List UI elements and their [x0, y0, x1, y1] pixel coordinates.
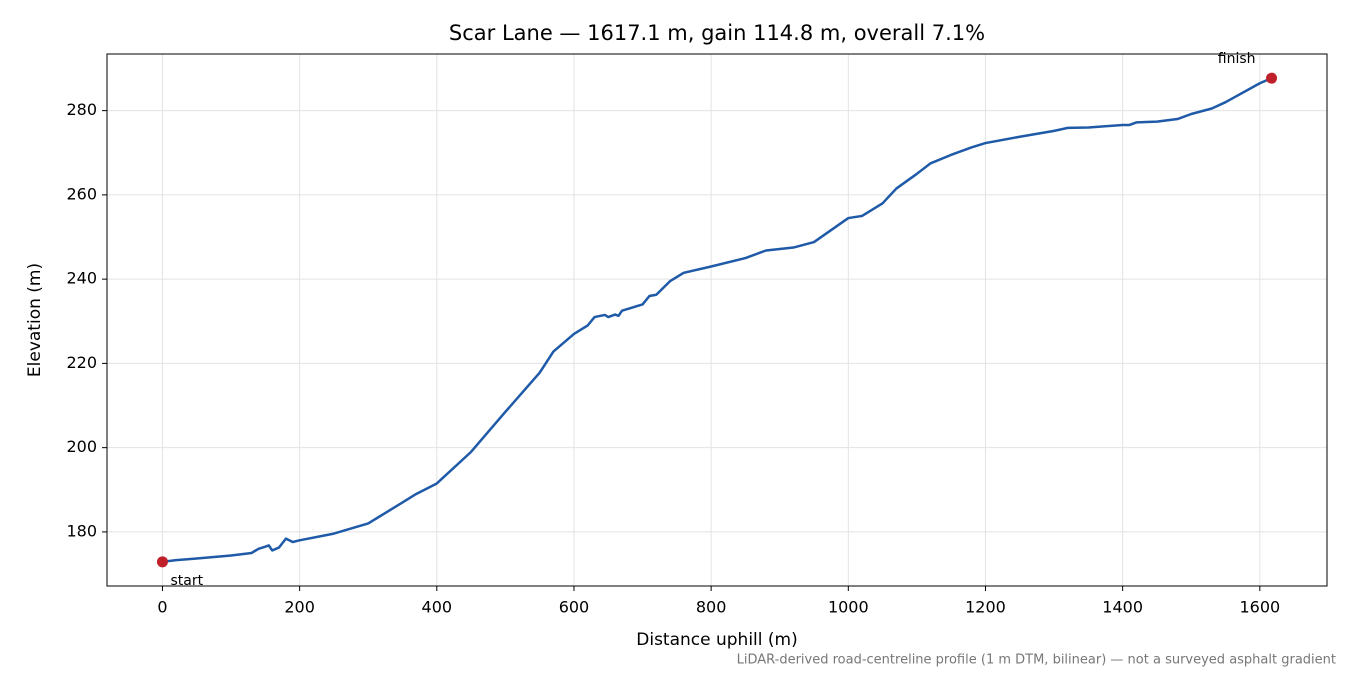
x-tick-label: 0 [157, 598, 167, 617]
y-tick-label: 180 [66, 521, 97, 540]
x-tick-label: 400 [422, 598, 453, 617]
x-tick-label: 1400 [1102, 598, 1143, 617]
chart-title: Scar Lane — 1617.1 m, gain 114.8 m, over… [449, 21, 985, 45]
y-tick-label: 240 [66, 269, 97, 288]
x-tick-label: 800 [696, 598, 727, 617]
endpoint-label: start [170, 573, 203, 589]
endpoint-marker [156, 556, 168, 568]
elevation-line [162, 77, 1273, 564]
plot-frame [106, 53, 1328, 587]
y-tick-label: 280 [66, 100, 97, 119]
x-tick-label: 1600 [1239, 598, 1280, 617]
y-tick-label: 220 [66, 353, 97, 372]
x-tick-label: 200 [284, 598, 315, 617]
y-tick-label: 200 [66, 437, 97, 456]
x-axis-label: Distance uphill (m) [636, 630, 797, 650]
x-tick-label: 1000 [828, 598, 869, 617]
endpoint-marker [1266, 72, 1278, 84]
endpoint-label: finish [1218, 51, 1256, 67]
x-tick-label: 600 [559, 598, 590, 617]
y-tick-label: 260 [66, 184, 97, 203]
y-axis-label: Elevation (m) [25, 263, 45, 377]
x-tick-label: 1200 [965, 598, 1006, 617]
footnote: LiDAR-derived road-centreline profile (1… [737, 653, 1336, 668]
